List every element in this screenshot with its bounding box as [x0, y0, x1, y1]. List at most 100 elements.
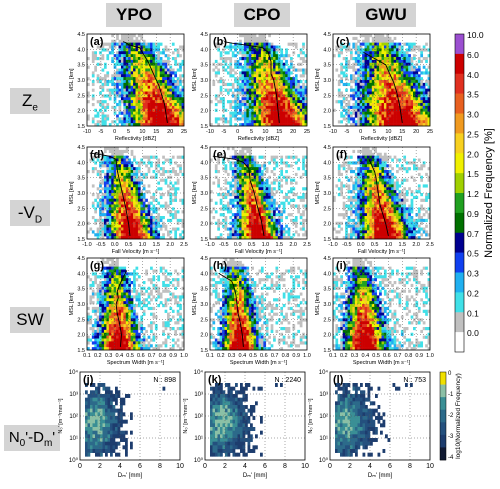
heat-cell — [140, 161, 144, 165]
heat-cell — [362, 57, 365, 61]
heat-cell — [150, 161, 153, 165]
heat-cell — [169, 65, 173, 69]
heat-cell — [304, 108, 308, 112]
heat-cell — [376, 172, 380, 177]
heat-cell — [297, 210, 301, 214]
heat-cell — [101, 164, 105, 168]
heat-cell — [111, 74, 114, 78]
heat-cell — [304, 117, 308, 121]
heat-cell — [265, 167, 269, 171]
heat-cell — [282, 80, 286, 84]
heat-cell — [287, 68, 291, 72]
heat-cell — [265, 54, 269, 58]
heat-cell — [256, 195, 259, 200]
heat-cell — [236, 161, 240, 165]
heat-cell — [167, 68, 170, 72]
heat-cell — [371, 198, 375, 202]
heat-cell — [91, 103, 95, 107]
heat-cell — [383, 71, 387, 75]
heat-cell — [376, 170, 380, 174]
heat-cell — [256, 207, 259, 211]
heat-cell — [388, 100, 392, 104]
heat-cell — [118, 187, 122, 191]
heat-cell — [294, 42, 298, 46]
heat-cell — [400, 103, 404, 107]
heat-cell — [427, 91, 431, 95]
heat-cell — [340, 80, 343, 84]
x-tick-label: -0.5 — [96, 242, 105, 248]
heat-cell — [403, 57, 407, 61]
heat-cell — [379, 100, 382, 104]
heat-cell — [290, 204, 293, 208]
heat-cell — [135, 74, 139, 78]
heat-cell — [159, 100, 163, 104]
heat-cell — [135, 201, 139, 205]
heat-cell — [179, 82, 182, 87]
heat-cell — [135, 210, 139, 214]
heat-cell — [118, 82, 122, 87]
heat-cell — [352, 120, 356, 124]
heat-cell — [405, 161, 409, 165]
heat-cell — [410, 82, 414, 87]
heat-cell — [265, 227, 269, 231]
heat-cell — [280, 91, 284, 95]
heat-cell — [137, 207, 141, 211]
heat-cell — [118, 164, 122, 168]
heat-cell — [345, 57, 348, 61]
heat-cell — [120, 97, 124, 101]
heat-cell — [253, 42, 257, 46]
heat-cell — [369, 170, 373, 174]
heat-cell — [302, 88, 305, 92]
heat-cell — [145, 77, 148, 81]
heat-cell — [142, 210, 146, 214]
heat-cell — [364, 193, 368, 197]
heat-cell — [101, 68, 105, 72]
heat-cell — [396, 91, 399, 95]
heat-cell — [359, 204, 363, 208]
heat-cell — [113, 105, 117, 110]
heat-cell — [236, 65, 240, 69]
heat-cell — [125, 45, 129, 49]
heat-cell — [217, 170, 220, 174]
heat-cell — [417, 74, 421, 78]
heat-cell — [251, 114, 254, 118]
heat-cell — [352, 74, 356, 78]
heat-cell — [302, 161, 305, 165]
heat-cell — [376, 204, 380, 208]
heat-cell — [256, 74, 259, 78]
heat-cell — [280, 230, 284, 234]
heat-cell — [147, 100, 151, 104]
heat-cell — [152, 111, 156, 115]
heat-cell — [410, 85, 414, 89]
heat-cell — [137, 34, 141, 38]
heat-cell — [260, 88, 264, 92]
heat-cell — [290, 57, 293, 61]
heat-cell — [422, 161, 426, 165]
heat-cell — [239, 164, 242, 168]
heat-cell — [263, 54, 267, 58]
heat-cell — [263, 198, 267, 202]
heat-cell — [101, 120, 105, 124]
heat-cell — [260, 213, 264, 217]
heat-cell — [222, 158, 225, 162]
heat-cell — [128, 190, 131, 194]
heat-cell — [427, 77, 431, 81]
heat-cell — [376, 42, 380, 46]
heat-cell — [159, 82, 163, 87]
heat-cell — [157, 233, 161, 237]
heat-cell — [415, 195, 419, 200]
heat-cell — [270, 97, 274, 101]
heat-cell — [231, 184, 235, 188]
heat-cell — [137, 117, 141, 121]
heat-cell — [176, 164, 180, 168]
heat-cell — [371, 97, 375, 101]
heat-cell — [354, 111, 358, 115]
heat-cell — [181, 85, 185, 89]
heat-cell — [106, 80, 110, 84]
heat-cell — [231, 178, 235, 182]
heat-cell — [217, 181, 220, 185]
heat-cell — [383, 155, 387, 159]
heat-cell — [145, 221, 148, 225]
heat-cell — [265, 195, 269, 200]
heat-cell — [388, 111, 392, 115]
